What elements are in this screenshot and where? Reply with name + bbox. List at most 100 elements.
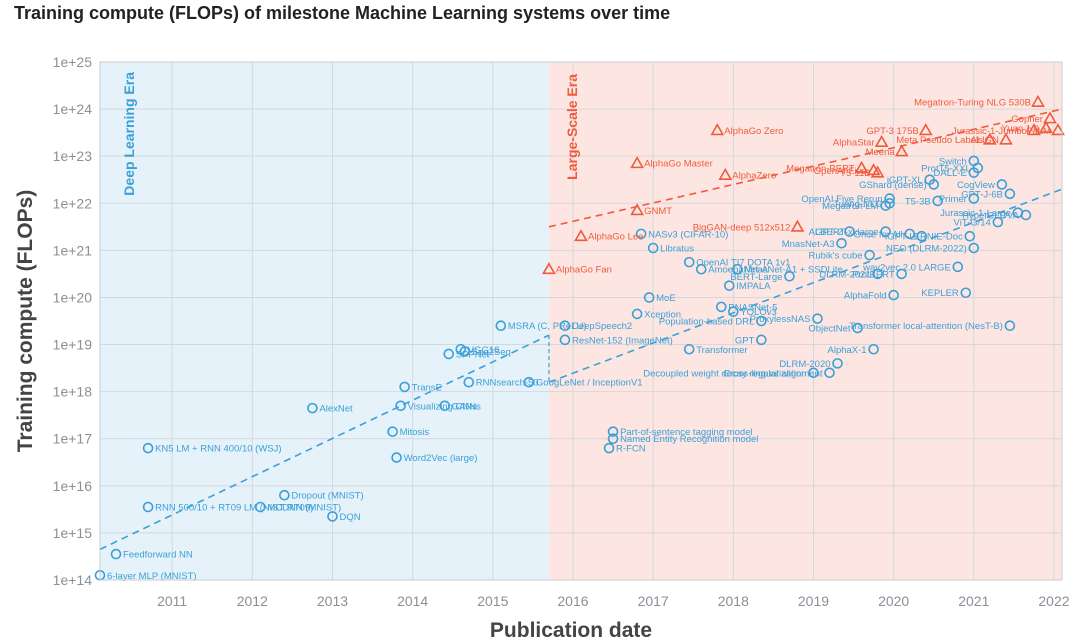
data-point xyxy=(904,228,915,240)
x-tick-label: 2021 xyxy=(958,593,989,609)
data-point xyxy=(992,216,1004,228)
point-label: TransE xyxy=(412,382,442,393)
data-point xyxy=(635,228,647,240)
point-label: Word2Vec (large) xyxy=(404,453,478,464)
data-point xyxy=(972,162,984,174)
point-label: Gopher xyxy=(1011,114,1043,125)
point-label: Rubik's cube xyxy=(809,251,863,262)
data-point xyxy=(307,402,318,414)
x-tick-label: 2020 xyxy=(878,593,909,609)
large-scale-point xyxy=(710,123,725,136)
point-label: Mitosis xyxy=(400,427,430,438)
large-scale-point xyxy=(1051,123,1065,136)
x-tick-label: 2012 xyxy=(237,593,268,609)
data-point xyxy=(495,320,507,332)
point-label: GoogLeNet / InceptionV1 xyxy=(536,378,643,389)
point-label: Switch xyxy=(939,156,967,167)
point-label: iGPT-L xyxy=(885,232,915,243)
point-label: GNMT xyxy=(644,206,672,217)
point-label: ALBERT-xxlarge xyxy=(809,227,879,238)
data-point xyxy=(964,230,976,242)
point-label: GPT xyxy=(735,335,755,346)
large-scale-point xyxy=(1027,123,1041,136)
point-label: Xception xyxy=(644,309,681,320)
point-label: ResNet-152 (ImageNet) xyxy=(572,335,673,346)
x-tick-label: 2014 xyxy=(397,593,428,609)
point-label: Feedforward NN xyxy=(123,550,193,561)
point-label: YOLOv3 xyxy=(740,307,776,318)
point-label: Meena xyxy=(866,147,896,158)
data-point xyxy=(607,433,619,445)
data-point xyxy=(916,230,928,242)
point-label: DQN xyxy=(339,512,360,523)
point-label: VGG16 xyxy=(468,345,500,356)
trend-line xyxy=(99,334,550,551)
data-point xyxy=(391,452,402,463)
x-tick-label: 2011 xyxy=(157,593,187,609)
point-label: T5-3B xyxy=(905,196,931,207)
plot-frame xyxy=(99,61,1063,581)
data-point xyxy=(327,511,338,522)
point-label: Transformer local-attention (NesT-B) xyxy=(849,321,1003,332)
data-point xyxy=(387,426,398,437)
point-label: BERT-Large xyxy=(730,272,782,283)
data-point xyxy=(968,242,980,254)
data-point xyxy=(728,306,739,317)
point-label: RNN 500/10 + RT09 LM (NIST RT09) xyxy=(155,503,313,514)
point-label: iGPT-XL xyxy=(887,175,923,186)
x-tick-label: 2015 xyxy=(477,593,508,609)
data-point xyxy=(960,287,972,299)
point-label: NEO (DLRM-2022) xyxy=(886,244,967,255)
point-label: MCDNN (MNIST) xyxy=(267,503,341,514)
data-point xyxy=(110,548,122,560)
data-point xyxy=(1004,188,1016,200)
data-point xyxy=(603,442,615,454)
data-point xyxy=(836,238,847,249)
point-label: AmoebaNet-A xyxy=(708,265,768,276)
y-tick-label: 1e+17 xyxy=(53,431,93,447)
data-point xyxy=(279,489,290,501)
point-label: GPT-J-6B xyxy=(961,189,1003,200)
y-tick-label: 1e+21 xyxy=(53,242,93,258)
point-label: OpenAI Five Rerun xyxy=(801,194,882,205)
point-label: Libratus xyxy=(660,244,694,255)
large-scale-point xyxy=(790,219,805,232)
large-scale-point xyxy=(918,123,933,136)
point-label: Transformer xyxy=(696,345,747,356)
data-point xyxy=(852,322,863,334)
data-point xyxy=(932,195,944,207)
data-point xyxy=(952,261,964,273)
y-tick-label: 1e+25 xyxy=(53,54,93,70)
point-label: HyperCLOVA xyxy=(962,211,1020,222)
data-point xyxy=(928,179,940,190)
data-point xyxy=(607,426,619,437)
point-label: MSRA (C, PReLU) xyxy=(508,321,587,332)
point-label: Named Entity Recognition model xyxy=(620,434,758,445)
point-label: PaLM xyxy=(1026,126,1051,137)
large-scale-point xyxy=(1039,120,1053,133)
point-label: OpenAI TI7 DOTA 1v1 xyxy=(696,258,790,269)
data-point xyxy=(399,381,410,393)
point-label: SPPNet xyxy=(456,349,490,360)
data-point xyxy=(968,193,980,204)
point-label: AlphaStar xyxy=(833,138,875,149)
data-point xyxy=(523,376,535,388)
point-label: AlphaX-1 xyxy=(828,345,867,356)
data-point xyxy=(683,343,695,355)
x-axis-label: Publication date xyxy=(490,619,652,642)
y-tick-label: 1e+24 xyxy=(53,101,93,117)
point-label: RNNsearch-50 xyxy=(476,378,539,389)
data-point xyxy=(443,348,455,360)
data-point xyxy=(1004,320,1016,332)
point-label: Jurassic-1-Large xyxy=(940,208,1011,219)
data-point xyxy=(756,334,767,346)
large-scale-point xyxy=(854,160,869,173)
large-scale-point xyxy=(999,132,1013,145)
point-label: KEPLER xyxy=(921,288,959,299)
y-tick-label: 1e+23 xyxy=(53,148,93,164)
point-label: Seq2Seq xyxy=(472,347,511,358)
point-label: Megatron-BERT xyxy=(786,163,855,174)
point-label: OpenAI Five xyxy=(814,166,867,177)
point-labels: 6-layer MLP (MNIST) Feedforward NN RNN 500… xyxy=(107,98,1051,582)
point-label: IMPALA xyxy=(736,281,771,292)
